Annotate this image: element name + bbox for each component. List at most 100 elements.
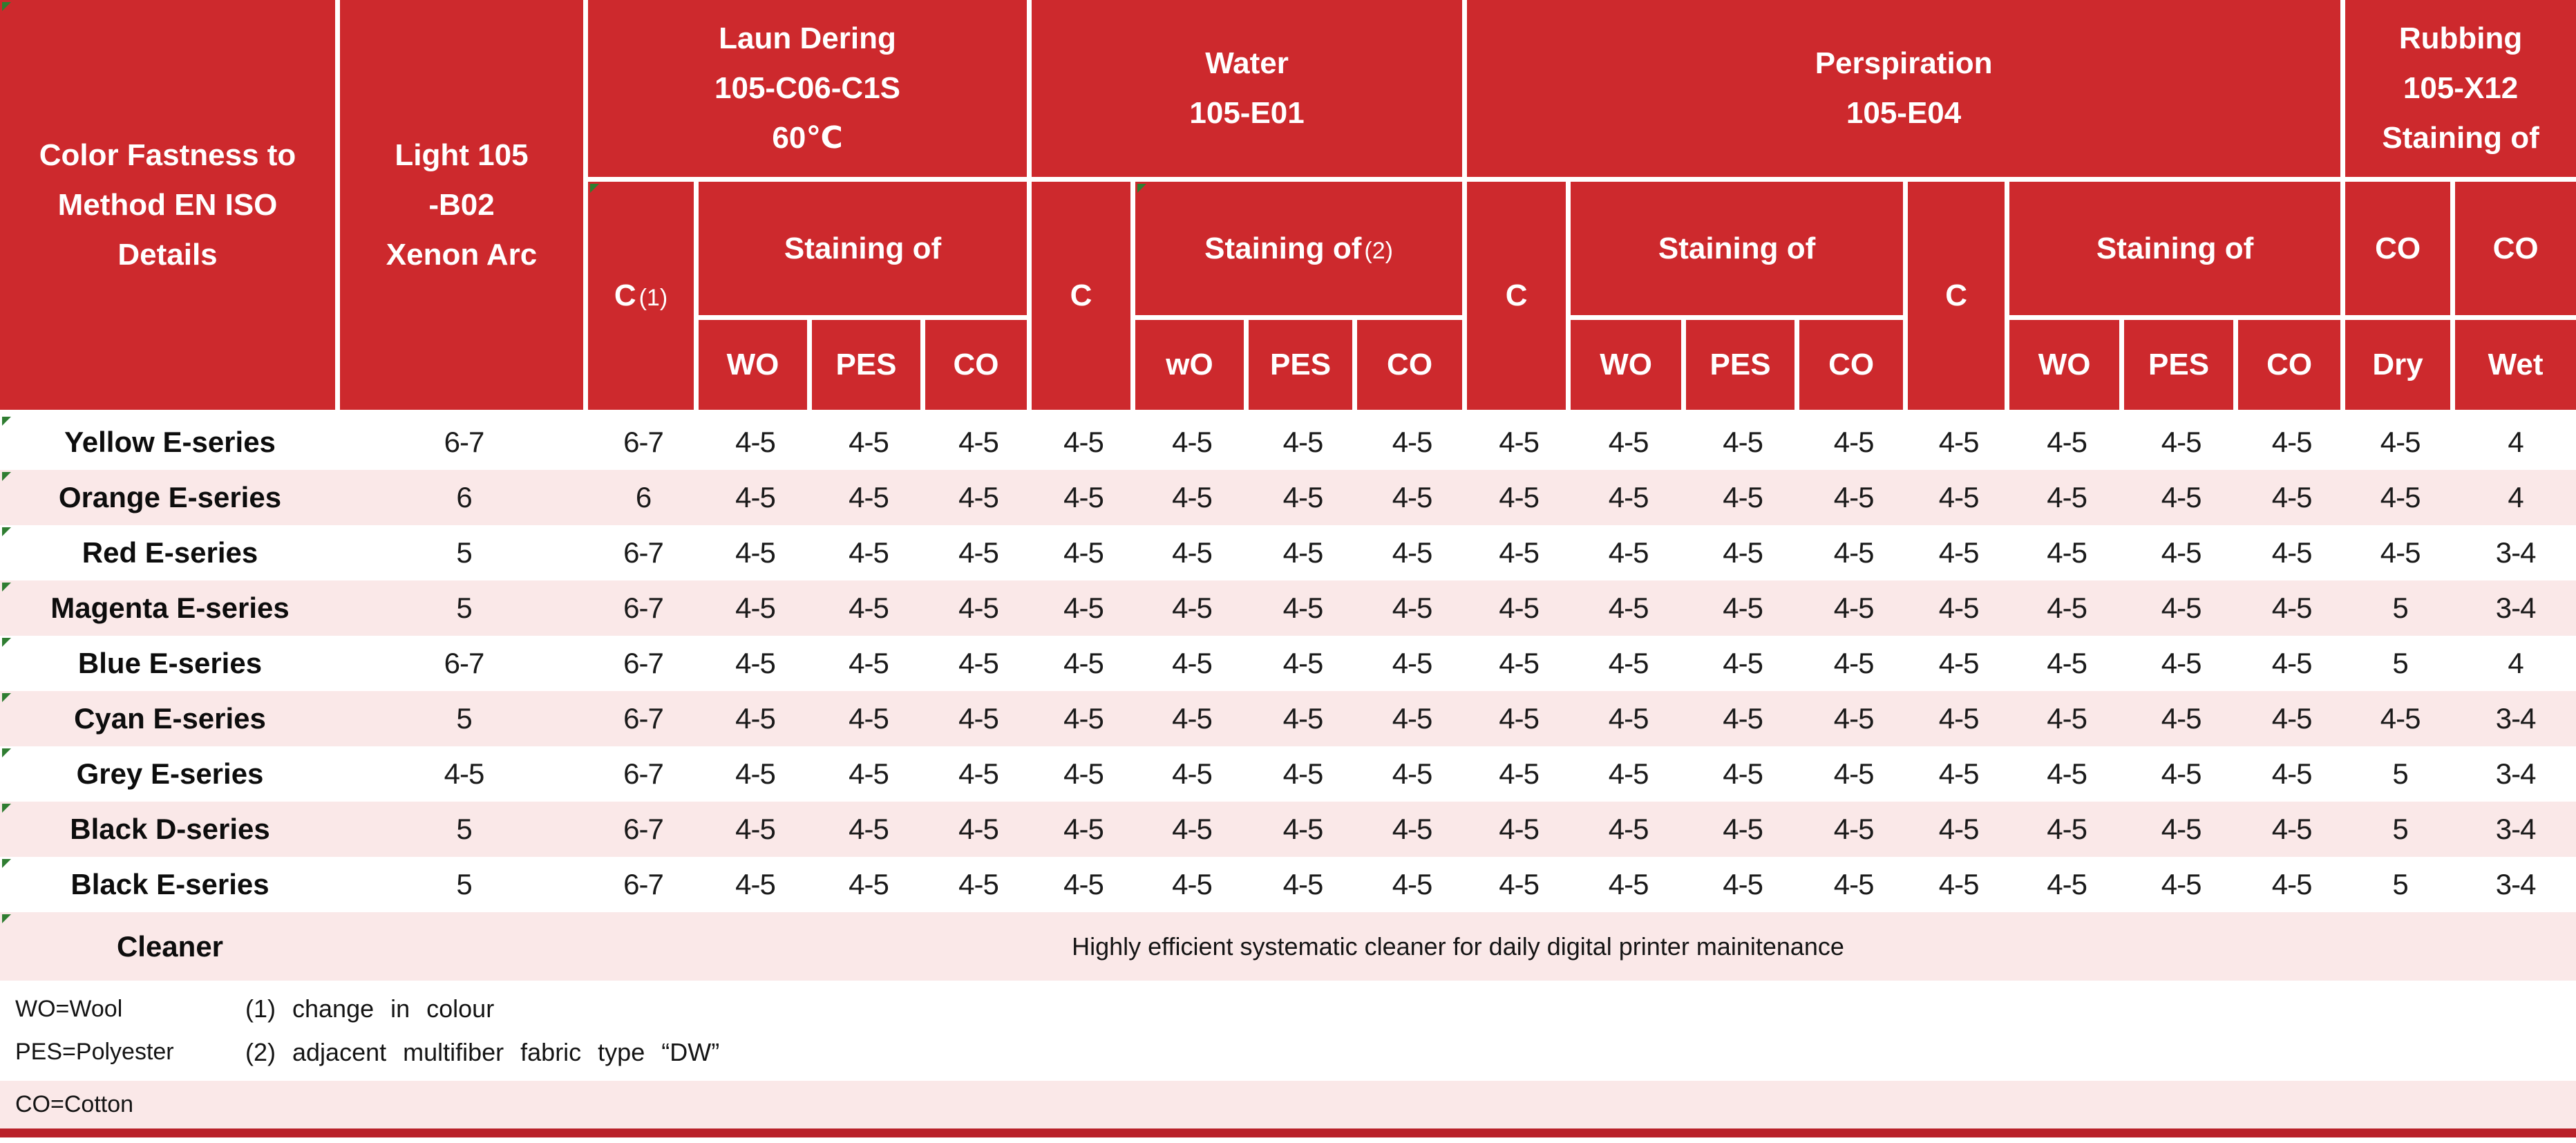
co-header: CO: [2345, 182, 2456, 320]
rating-cell: 4-5: [925, 802, 1032, 857]
rating-cell: 4-5: [1357, 470, 1468, 525]
rating-cell: 4-5: [699, 746, 812, 802]
rating-cell: 4-5: [1467, 525, 1571, 580]
rating-cell: 5: [2345, 802, 2456, 857]
rating-cell: 4-5: [1249, 525, 1358, 580]
wo-subheader: WO: [699, 320, 812, 415]
rating-cell: 4-5: [1357, 691, 1468, 746]
footnotes-section: WO=Wool PES=Polyester (1) change in colo…: [0, 981, 2576, 1081]
rating-cell: 3-4: [2455, 857, 2576, 912]
header-line: Method EN ISO: [57, 187, 278, 222]
co-subheader: CO: [1357, 320, 1468, 415]
rating-cell: 4-5: [1799, 636, 1909, 691]
rating-cell: 4-5: [2124, 802, 2239, 857]
perspiration-group-header: Perspiration 105-E04: [1467, 0, 2346, 182]
footnote-2: (2) adjacent multifiber fabric type “DW”: [245, 1037, 720, 1066]
series-label: Yellow E-series: [0, 415, 340, 470]
corner-header: Color Fastness to Method EN ISO Details: [0, 0, 340, 415]
rating-cell: 4-5: [1686, 636, 1800, 691]
rating-cell: 6: [340, 470, 588, 525]
rating-cell: 4-5: [2345, 415, 2456, 470]
rating-cell: 4-5: [1467, 746, 1571, 802]
cleaner-row: Cleaner Highly efficient systematic clea…: [0, 912, 2576, 981]
rating-cell: 4-5: [699, 857, 812, 912]
rating-cell: 4-5: [1467, 580, 1571, 636]
rating-cell: 4-5: [2009, 802, 2125, 857]
rating-cell: 4-5: [1686, 415, 1800, 470]
rating-cell: 4-5: [1686, 525, 1800, 580]
rating-cell: 4-5: [2238, 802, 2346, 857]
table-row: Cyan E-series 5 6-7 4-5 4-5 4-5 4-5 4-5 …: [0, 691, 2576, 746]
rating-cell: 5: [340, 857, 588, 912]
rating-cell: 4-5: [812, 802, 925, 857]
light-header: Light 105 -B02 Xenon Arc: [340, 0, 588, 415]
rating-cell: 4-5: [1799, 580, 1909, 636]
rating-cell: 4-5: [1135, 636, 1249, 691]
rating-cell: 3-4: [2455, 525, 2576, 580]
rating-cell: 4-5: [2238, 691, 2346, 746]
rating-cell: 4-5: [1357, 746, 1468, 802]
rating-cell: 4-5: [1249, 746, 1358, 802]
rating-cell: 4-5: [699, 636, 812, 691]
laundering-group-header: Laun Dering 105-C06-C1S 60℃: [588, 0, 1032, 182]
rating-cell: 3-4: [2455, 691, 2576, 746]
footnote-1: (1) change in colour: [245, 994, 495, 1023]
series-label: Blue E-series: [0, 636, 340, 691]
rating-cell: 4-5: [1799, 470, 1909, 525]
rating-cell: 6-7: [588, 636, 699, 691]
rating-cell: 4-5: [1908, 802, 2010, 857]
rating-cell: 3-4: [2455, 802, 2576, 857]
rating-cell: 4-5: [812, 415, 925, 470]
rating-cell: 4-5: [1799, 691, 1909, 746]
rating-cell: 4-5: [1135, 415, 1249, 470]
rating-cell: 4-5: [1357, 415, 1468, 470]
rating-cell: 4-5: [2124, 470, 2239, 525]
rating-cell: 4-5: [1467, 415, 1571, 470]
rating-cell: 4-5: [1249, 415, 1358, 470]
rating-cell: 6-7: [588, 525, 699, 580]
wet-subheader: Wet: [2455, 320, 2576, 415]
rating-cell: 4-5: [2238, 525, 2346, 580]
rating-cell: 4-5: [1249, 691, 1358, 746]
rating-cell: 4-5: [1467, 857, 1571, 912]
rating-cell: 4-5: [1135, 802, 1249, 857]
c-label: C: [614, 278, 636, 312]
rating-cell: 4-5: [812, 636, 925, 691]
rating-cell: 4-5: [812, 857, 925, 912]
rating-cell: 4-5: [1135, 857, 1249, 912]
rating-cell: 4-5: [1135, 580, 1249, 636]
wo-subheader: wO: [1135, 320, 1249, 415]
rating-cell: 4-5: [699, 580, 812, 636]
rating-cell: 4-5: [2345, 525, 2456, 580]
pes-subheader: PES: [2124, 320, 2239, 415]
rating-cell: 4-5: [1357, 525, 1468, 580]
rating-cell: 6: [588, 470, 699, 525]
rating-cell: 4-5: [925, 636, 1032, 691]
rating-cell: 4-5: [1032, 802, 1136, 857]
footnote-cotton: CO=Cotton: [0, 1081, 2576, 1128]
rating-cell: 4-5: [2238, 857, 2346, 912]
rating-cell: 4-5: [2009, 691, 2125, 746]
footnote-wo: WO=Wool: [15, 996, 123, 1023]
rating-cell: 4-5: [1908, 525, 2010, 580]
rating-cell: 6-7: [588, 857, 699, 912]
rating-cell: 4-5: [1249, 470, 1358, 525]
header-line: Staining of: [2382, 121, 2539, 155]
rating-cell: 4-5: [2238, 470, 2346, 525]
rating-cell: 4-5: [1571, 525, 1687, 580]
series-label: Black E-series: [0, 857, 340, 912]
rating-cell: 4-5: [1357, 636, 1468, 691]
series-label: Black D-series: [0, 802, 340, 857]
rating-cell: 4-5: [1467, 802, 1571, 857]
rating-cell: 4-5: [2238, 415, 2346, 470]
rating-cell: 4-5: [925, 691, 1032, 746]
rating-cell: 4-5: [699, 802, 812, 857]
rating-cell: 4: [2455, 470, 2576, 525]
co-subheader: CO: [1799, 320, 1909, 415]
rating-cell: 4-5: [812, 691, 925, 746]
header-line: Xenon Arc: [386, 237, 538, 272]
rating-cell: 3-4: [2455, 746, 2576, 802]
series-label: Orange E-series: [0, 470, 340, 525]
rubbing-group-header: Rubbing 105-X12 Staining of: [2345, 0, 2576, 182]
rating-cell: 4-5: [1135, 746, 1249, 802]
